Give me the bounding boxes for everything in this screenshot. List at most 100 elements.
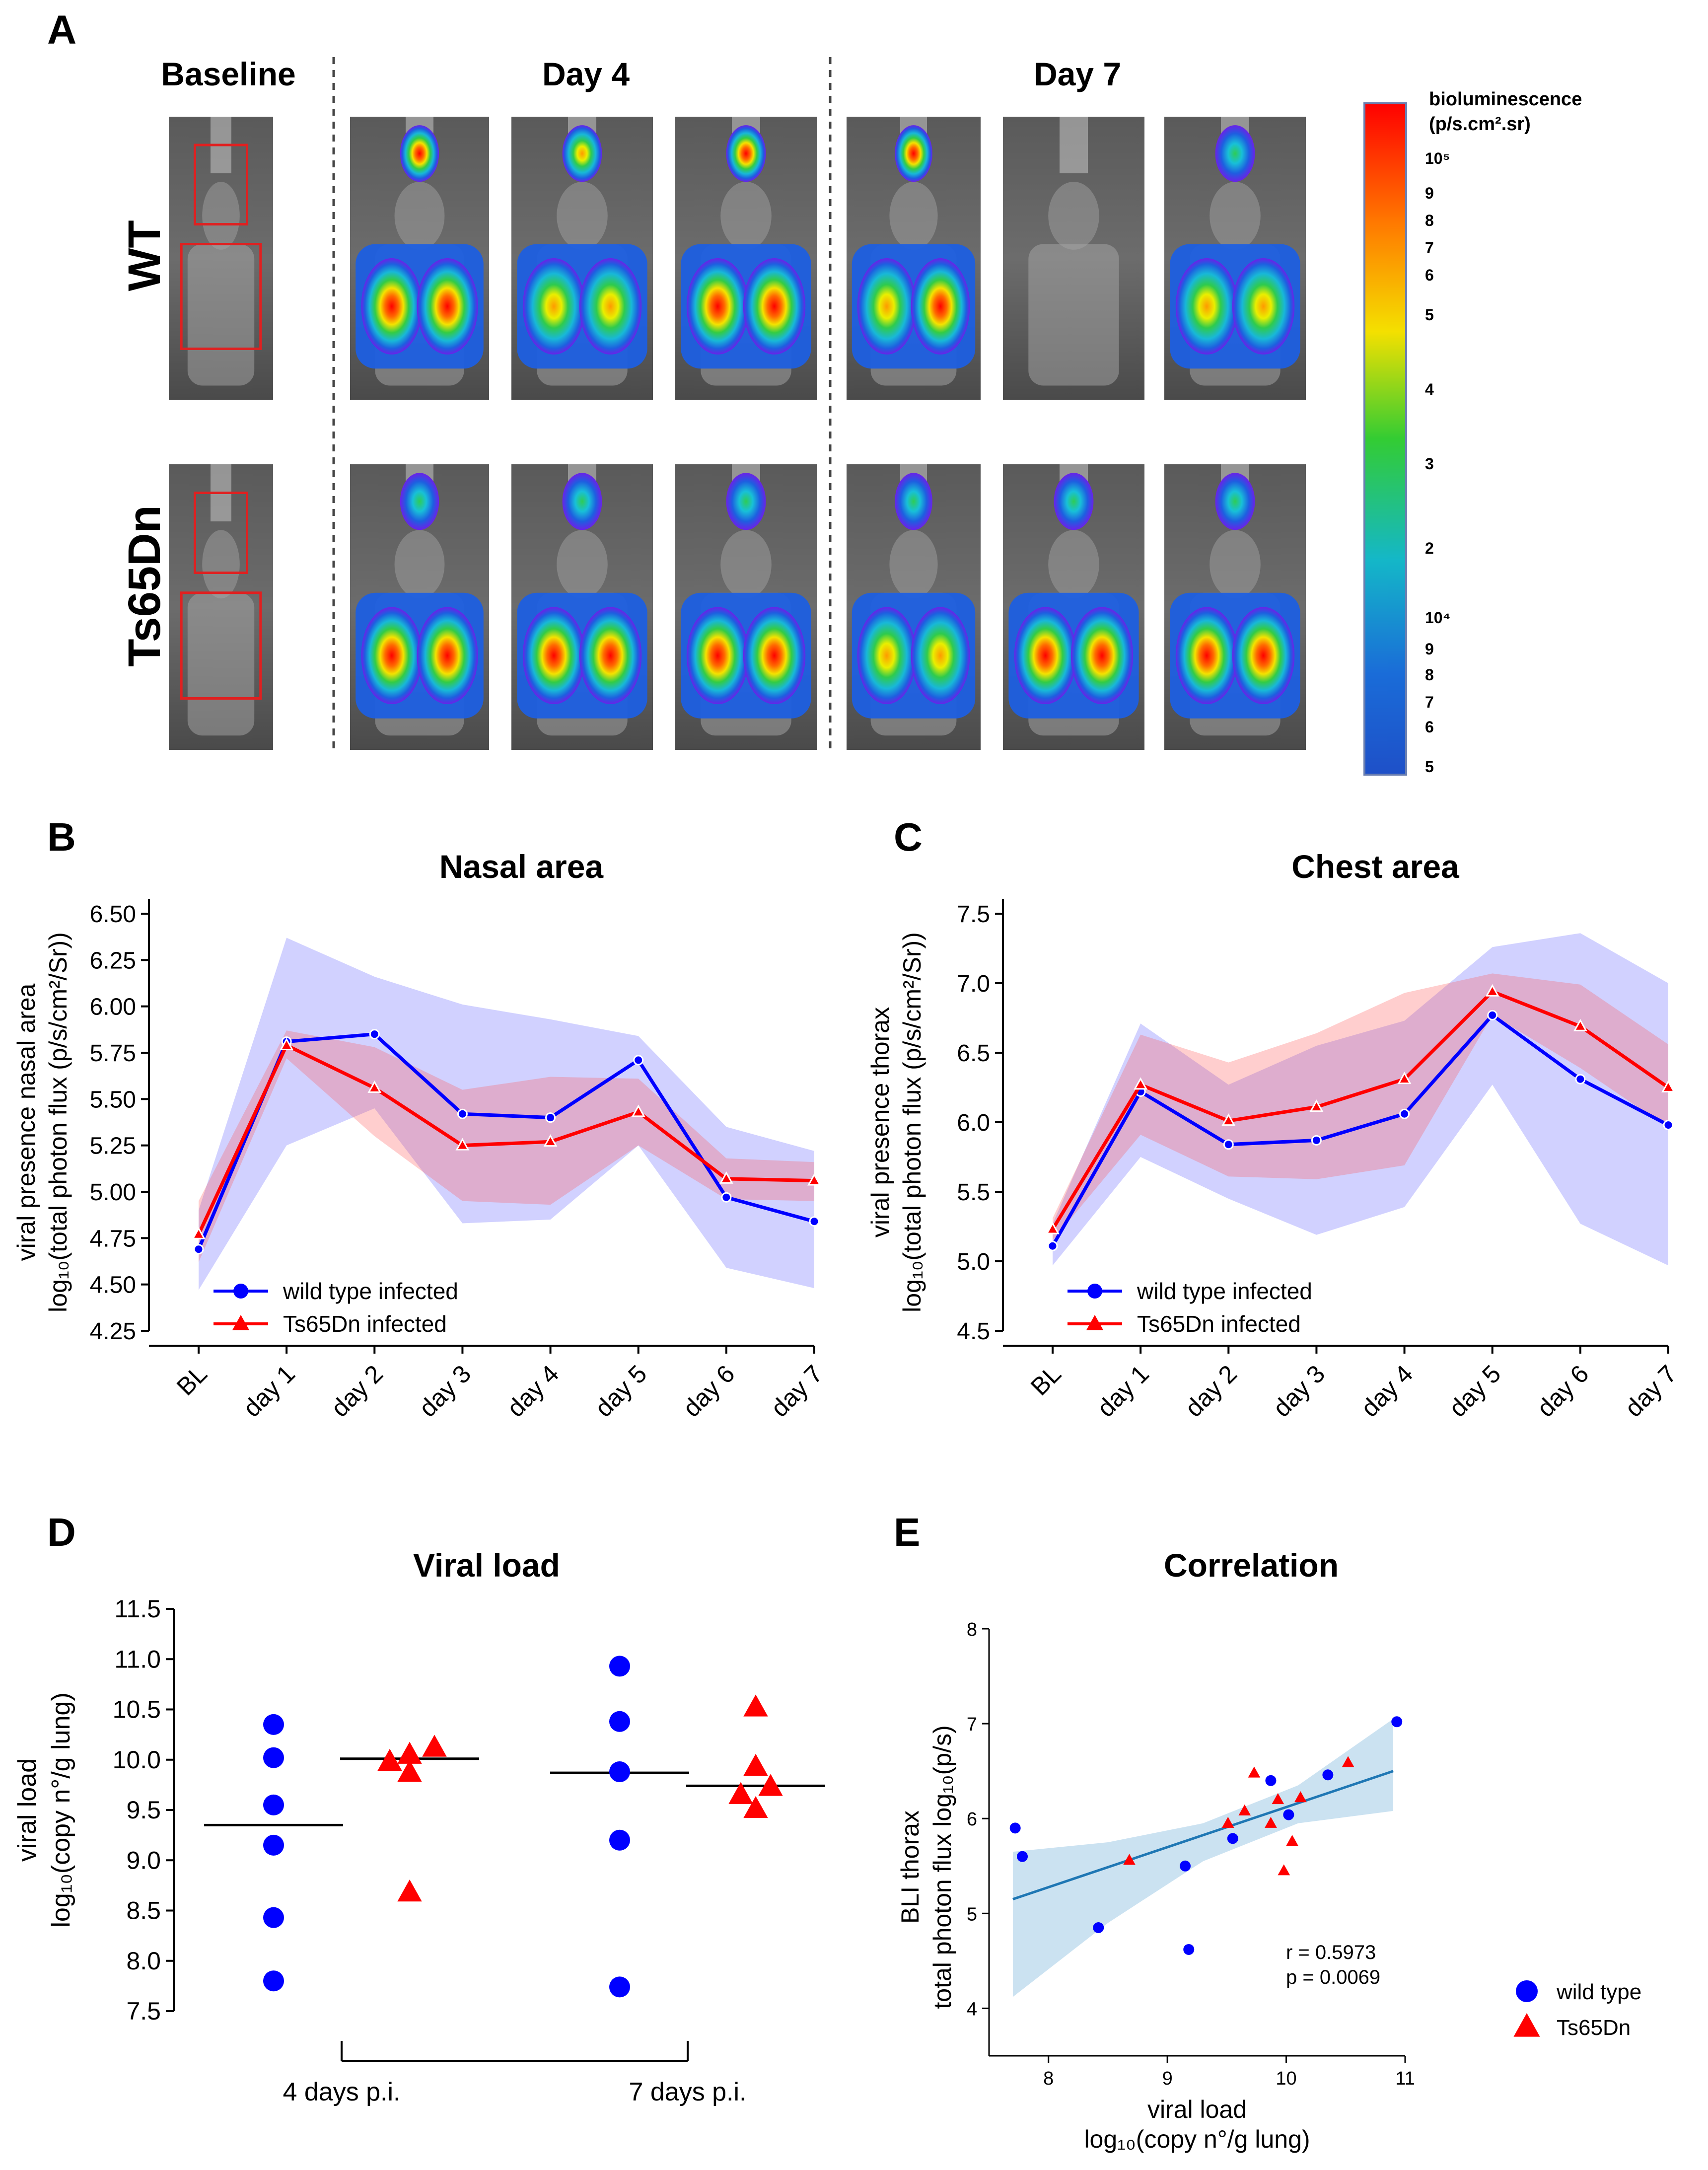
wt-image-row — [169, 117, 1306, 400]
data-point — [397, 1760, 422, 1782]
x-tick-label: 7 days p.i. — [629, 2078, 746, 2106]
x-tick-label: day 4 — [501, 1360, 564, 1422]
colorbar-tick-label: 6 — [1425, 266, 1434, 284]
data-point — [609, 1829, 630, 1851]
data-point — [1221, 1113, 1236, 1126]
confidence-band — [199, 1030, 814, 1262]
chest-signal-left — [1014, 607, 1077, 704]
x-axis-label: viral load — [1147, 2096, 1247, 2123]
data-point — [719, 1171, 733, 1184]
y-axis-label: log₁₀(total photon flux (p/s/cm²/Sr)) — [44, 932, 72, 1312]
data-point — [743, 1694, 768, 1717]
panel-d-letter: D — [47, 1510, 76, 1554]
data-point — [1399, 1108, 1410, 1119]
legend-marker — [1086, 1315, 1104, 1330]
data-point — [263, 1794, 284, 1815]
nasal-roi-box — [194, 492, 248, 574]
mouse-body — [1028, 244, 1119, 386]
panel-b-letter: B — [47, 815, 76, 859]
colorbar-tick-label: 7 — [1425, 693, 1434, 711]
x-tick-label: day 5 — [1443, 1360, 1506, 1422]
data-point — [1047, 1240, 1058, 1251]
y-tick-label: 5 — [967, 1904, 977, 1925]
colorbar: bioluminescence (p/s.cm².sr) 10⁵ 9 8 7 6 5 4 3 2… — [1363, 89, 1582, 776]
data-point — [263, 1970, 284, 1992]
legend-label: wild type infected — [283, 1278, 458, 1304]
chest-signal-left — [361, 607, 423, 704]
data-point — [809, 1216, 820, 1227]
data-point — [1487, 1010, 1498, 1020]
colorbar-tick-label: 9 — [1425, 640, 1434, 658]
y-axis-label: viral presence thorax — [866, 1007, 894, 1237]
panel-a-letter: A — [47, 7, 76, 53]
data-point — [263, 1907, 284, 1928]
colorbar-tick-label: 8 — [1425, 212, 1434, 229]
data-point — [1265, 1775, 1277, 1786]
data-point — [1278, 1864, 1290, 1876]
data-point — [721, 1192, 732, 1203]
data-point — [1093, 1922, 1104, 1933]
legend-marker — [1087, 1284, 1102, 1299]
nasal-signal — [400, 125, 439, 182]
chart-title: Nasal area — [439, 848, 604, 885]
y-tick-label: 5.50 — [90, 1086, 136, 1113]
data-point — [1663, 1120, 1674, 1131]
legend-marker — [1513, 2013, 1540, 2037]
y-tick-label: 7.5 — [126, 1997, 161, 2025]
data-point — [1575, 1074, 1586, 1085]
legend-marker — [232, 1315, 250, 1330]
panel-c-letter: C — [894, 815, 923, 859]
chest-signal-left — [522, 607, 585, 704]
row-label-ts65dn: Ts65Dn — [119, 505, 170, 667]
y-tick-label: 5.5 — [957, 1179, 990, 1206]
chest-signal-left — [522, 258, 585, 355]
data-point — [807, 1173, 821, 1186]
confidence-band — [1053, 973, 1668, 1240]
colorbar-scale — [1363, 102, 1407, 776]
y-tick-label: 11.5 — [114, 1595, 161, 1623]
chest-roi-box — [180, 243, 262, 350]
colorbar-tick-label: 10⁴ — [1425, 609, 1450, 627]
mouse-head — [1048, 182, 1099, 250]
data-point — [1248, 1766, 1261, 1778]
y-tick-label: 5.0 — [957, 1249, 990, 1275]
x-tick-label: day 3 — [414, 1360, 476, 1422]
chest-signal-left — [361, 258, 423, 355]
x-axis-label: log₁₀(copy n°/g lung) — [1084, 2125, 1310, 2153]
chest-signal-right — [911, 607, 970, 704]
colorbar-tick-label: 9 — [1425, 184, 1434, 202]
chest-signal-right — [1232, 607, 1295, 704]
x-tick-label: day 1 — [238, 1360, 300, 1422]
nasal-signal — [562, 125, 602, 182]
x-tick-label: day 4 — [1355, 1360, 1418, 1422]
data-point — [1661, 1080, 1675, 1092]
x-tick-label: day 3 — [1268, 1360, 1330, 1422]
chest-signal-right — [579, 607, 642, 704]
nasal-signal — [562, 473, 602, 530]
y-tick-label: 5.00 — [90, 1179, 136, 1206]
data-point — [1391, 1716, 1403, 1728]
data-point — [1009, 1822, 1021, 1834]
y-tick-label: 4.5 — [957, 1318, 990, 1345]
legend-marker — [233, 1284, 248, 1299]
data-point — [545, 1112, 556, 1123]
data-point — [1397, 1072, 1412, 1085]
data-point — [1180, 1860, 1191, 1872]
x-tick-label: 10 — [1276, 2068, 1296, 2089]
x-tick-label: day 7 — [1620, 1360, 1682, 1422]
confidence-band — [1053, 933, 1668, 1266]
chest-signal-right — [911, 258, 970, 355]
legend-label: wild type — [1556, 1980, 1641, 2004]
ts65dn-image-row — [169, 464, 1306, 750]
chest-signal-left — [686, 607, 749, 704]
data-point — [1283, 1809, 1294, 1820]
x-tick-label: day 2 — [1180, 1360, 1242, 1422]
data-point — [367, 1080, 382, 1093]
y-tick-label: 9.0 — [126, 1846, 161, 1874]
x-tick-label: 4 days p.i. — [283, 2078, 400, 2106]
data-point — [1134, 1077, 1148, 1090]
series-line — [197, 1032, 815, 1250]
nasal-signal — [726, 125, 766, 182]
x-tick-label: day 6 — [678, 1360, 740, 1422]
panel-e-letter: E — [894, 1510, 921, 1554]
